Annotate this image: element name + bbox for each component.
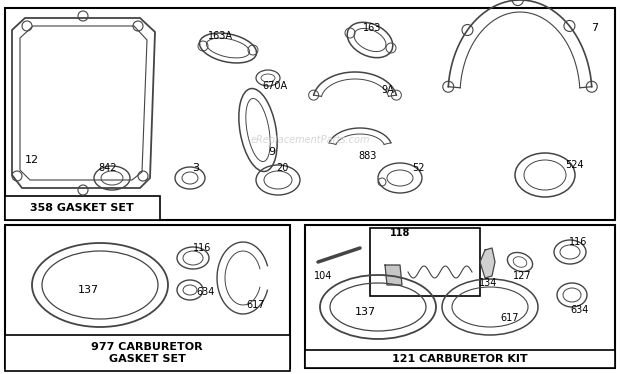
Polygon shape [385,265,402,285]
Polygon shape [480,248,495,278]
Text: 883: 883 [359,151,377,161]
Text: 134: 134 [479,278,497,288]
Text: 127: 127 [513,271,531,281]
Text: 12: 12 [25,155,39,165]
Bar [305,225,615,368]
Bar [305,350,615,368]
Text: 163A: 163A [208,31,232,41]
Bar [5,196,160,220]
Text: 121 CARBURETOR KIT: 121 CARBURETOR KIT [392,354,528,364]
Text: 9: 9 [268,147,275,157]
Text: 842: 842 [99,163,117,173]
Text: 9A: 9A [382,85,394,95]
Text: 670A: 670A [262,81,288,91]
Bar [370,228,480,296]
Bar [5,8,615,220]
Text: 634: 634 [197,287,215,297]
Bar [5,225,290,368]
Bar [5,335,290,371]
Text: 163: 163 [363,23,381,33]
Text: 524: 524 [565,160,584,170]
Text: eReplacementParts.com: eReplacementParts.com [250,135,370,145]
Text: 116: 116 [569,237,587,247]
Text: 617: 617 [247,300,265,310]
Text: 3: 3 [192,163,200,173]
Text: 20: 20 [276,163,288,173]
Text: 358 GASKET SET: 358 GASKET SET [30,203,134,213]
Text: 137: 137 [78,285,99,295]
Text: 617: 617 [501,313,520,323]
Text: 118: 118 [390,228,410,238]
Text: 104: 104 [314,271,332,281]
Text: 634: 634 [571,305,589,315]
Text: 52: 52 [412,163,424,173]
Text: 7: 7 [591,23,598,33]
Text: 116: 116 [193,243,211,253]
Text: 977 CARBURETOR
GASKET SET: 977 CARBURETOR GASKET SET [91,342,203,364]
Text: 137: 137 [355,307,376,317]
